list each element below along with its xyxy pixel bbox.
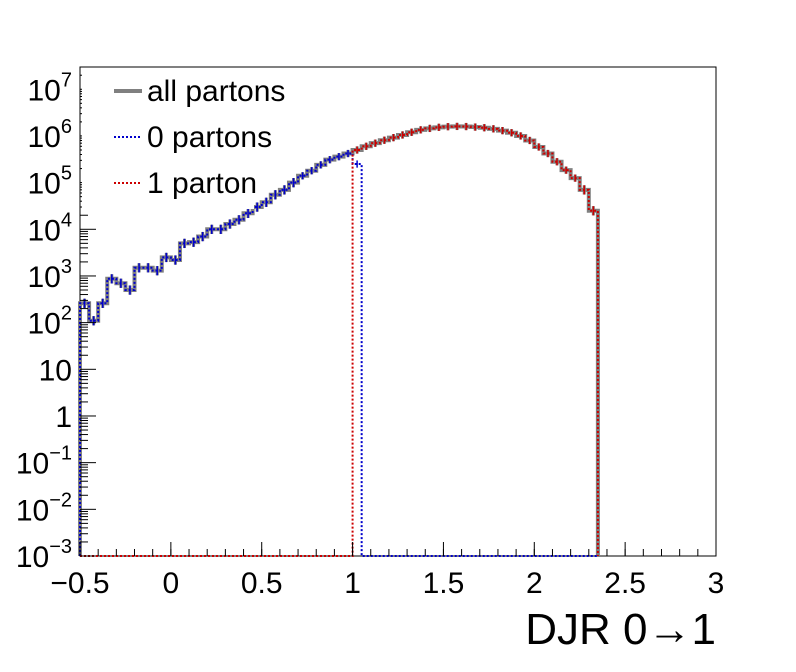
- x-tick-label: 0.5: [241, 567, 283, 600]
- legend-box: [82, 69, 254, 209]
- x-tick-label: 1.5: [423, 567, 465, 600]
- series-0-partons-line: [79, 152, 598, 557]
- x-tick-label: 2.5: [604, 567, 646, 600]
- y-tick-label: 107: [28, 69, 73, 107]
- y-tick-label: 10−3: [16, 536, 72, 574]
- legend-label: all partons: [147, 75, 285, 108]
- y-tick-label: 1: [55, 401, 72, 434]
- y-tick-label: 106: [28, 116, 73, 154]
- y-tick-label: 103: [28, 256, 73, 294]
- y-tick-label: 10: [39, 354, 72, 387]
- x-tick-label: −0.5: [50, 567, 109, 600]
- y-tick-label: 104: [28, 209, 73, 247]
- legend-label: 0 partons: [147, 121, 272, 154]
- x-tick-label: 0: [163, 567, 180, 600]
- y-tick-label: 102: [28, 303, 73, 341]
- x-axis-title: DJR 0→1: [525, 605, 716, 654]
- y-tick-label: 105: [28, 163, 73, 201]
- x-tick-label: 1: [344, 567, 361, 600]
- x-tick-label: 3: [708, 567, 725, 600]
- legend-label: 1 parton: [147, 167, 257, 200]
- y-tick-label: 10−1: [16, 443, 72, 481]
- x-tick-label: 2: [526, 567, 543, 600]
- series-1-parton-line: [80, 125, 599, 557]
- y-tick-label: 10−2: [16, 489, 72, 527]
